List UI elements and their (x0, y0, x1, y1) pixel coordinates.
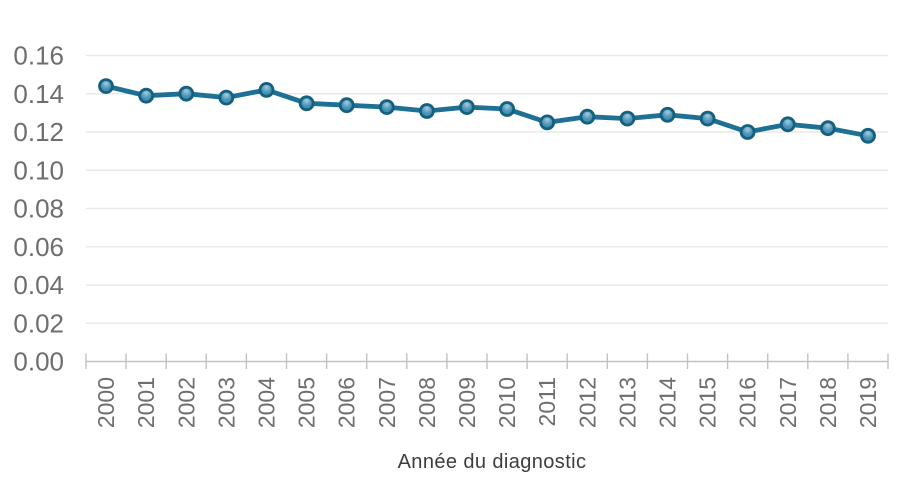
x-axis-title: Année du diagnostic (397, 451, 587, 473)
y-tick-label: 0.12 (13, 117, 64, 147)
data-point (138, 87, 155, 104)
x-tick-label: 2000 (93, 377, 119, 428)
data-point (699, 110, 716, 127)
x-tick-label: 2004 (253, 377, 279, 428)
data-point (458, 99, 475, 115)
x-tick-label: 2017 (775, 377, 801, 428)
y-tick-label: 0.16 (13, 41, 64, 71)
data-point (779, 116, 796, 133)
data-point (499, 101, 516, 117)
data-point (579, 108, 596, 125)
data-point (860, 127, 876, 144)
y-tick-label: 0.14 (13, 79, 64, 109)
x-tick-label: 2014 (654, 377, 680, 428)
y-tick-label: 0.00 (13, 347, 64, 377)
y-tick-label: 0.02 (13, 308, 64, 338)
x-tick-label: 2013 (614, 377, 640, 428)
y-tick-label: 0.06 (13, 232, 64, 262)
x-tick-label: 2002 (173, 377, 199, 428)
x-tick-label: 2015 (695, 377, 721, 428)
x-tick-label: 2008 (414, 377, 440, 428)
x-tick-label: 2019 (855, 377, 881, 428)
x-tick-label: 2012 (574, 377, 600, 428)
x-tick-label: 2016 (735, 377, 761, 428)
data-point (739, 124, 756, 140)
y-tick-label: 0.04 (13, 270, 64, 300)
x-tick-label: 2010 (494, 377, 520, 428)
y-tick-label: 0.10 (13, 155, 64, 185)
x-tick-label: 2005 (294, 377, 320, 428)
x-tick-label: 2011 (534, 377, 560, 426)
data-point (619, 110, 636, 127)
data-point (539, 114, 556, 131)
data-point (298, 95, 315, 112)
data-point (418, 103, 435, 119)
x-tick-label: 2003 (213, 377, 239, 428)
x-tick-label: 2006 (334, 377, 360, 428)
data-point (218, 89, 235, 106)
data-point (178, 85, 195, 102)
data-point (820, 120, 836, 137)
data-point (659, 106, 676, 123)
data-point (378, 99, 395, 115)
y-tick-label: 0.08 (13, 194, 64, 224)
x-tick-label: 2018 (815, 377, 841, 428)
x-tick-label: 2009 (454, 377, 480, 428)
data-point (98, 78, 114, 94)
x-tick-label: 2007 (374, 377, 400, 428)
data-point (258, 82, 275, 98)
data-point (338, 97, 355, 114)
x-tick-label: 2001 (133, 377, 159, 428)
